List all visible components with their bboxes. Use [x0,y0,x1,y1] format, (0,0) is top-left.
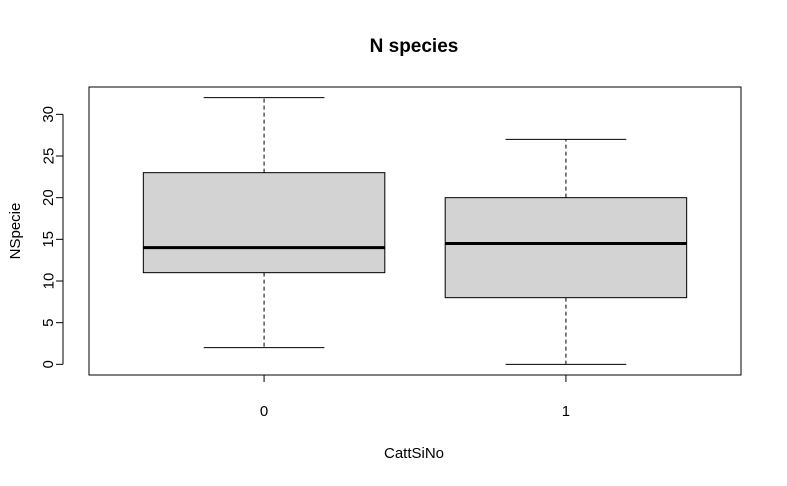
y-tick-label: 25 [40,148,57,165]
chart-title: N species [370,36,459,57]
iqr-box [142,172,386,274]
boxes-group [142,97,688,365]
box-1 [444,138,688,365]
y-tick-label: 20 [40,189,57,206]
box-0 [142,97,386,349]
plot-frame [88,86,742,376]
y-axis: 0 5 10 15 20 25 30 [40,106,64,369]
y-tick-label: 15 [40,231,57,248]
y-axis-label: NSpecie [7,203,24,260]
iqr-box [444,197,688,299]
x-tick-label: 1 [562,403,570,420]
x-tick-label: 0 [260,403,268,420]
y-tick-label: 5 [40,318,57,326]
y-tick-label: 30 [40,106,57,123]
y-tick-label: 10 [40,273,57,290]
y-tick-label: 0 [40,360,57,368]
x-axis-label: CattSiNo [384,445,444,462]
